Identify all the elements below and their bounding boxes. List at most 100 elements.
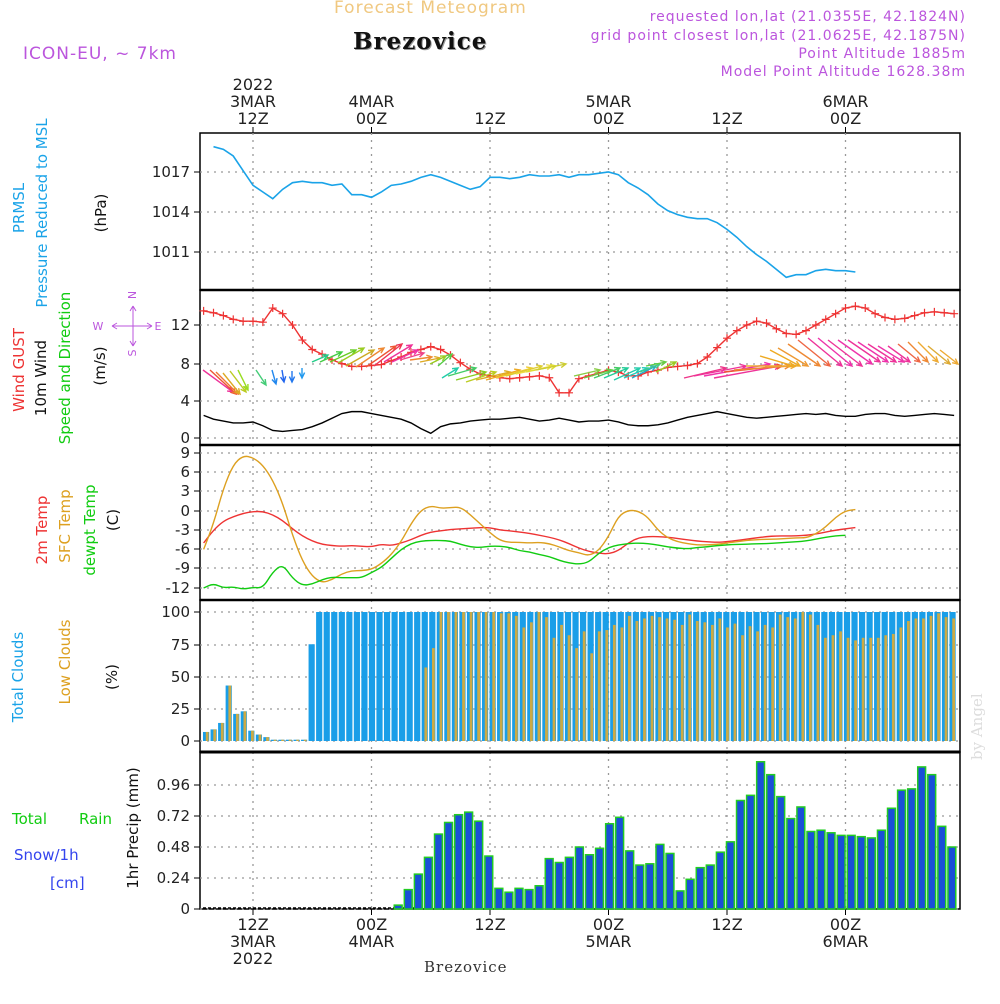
time-label-top: 4MAR (348, 92, 394, 111)
y-tick-label: 12 (171, 316, 190, 334)
gust-marker (268, 304, 277, 313)
precip-bar (474, 820, 484, 910)
gust-marker (742, 321, 751, 329)
time-label-bottom: 2022 (233, 949, 274, 968)
time-label-bottom: 3MAR (230, 932, 276, 951)
precip-bar (735, 799, 746, 910)
cloud-low-bar (846, 637, 850, 741)
cloud-total-bar (353, 612, 360, 741)
cloud-low-bar (605, 630, 609, 741)
gust-marker (525, 372, 534, 381)
precip-bar (463, 811, 474, 910)
time-label-bottom: 5MAR (585, 932, 631, 951)
precip-bar (494, 887, 504, 910)
wind-arrow (645, 359, 668, 367)
cloud-low-bar (439, 612, 443, 741)
time-label-top: 12Z (711, 109, 742, 128)
precip-bar (755, 761, 766, 910)
precip-bar (826, 832, 836, 910)
unit-ms: (m/s) (91, 346, 109, 385)
precip-bar (776, 795, 786, 910)
cloud-low-bar (771, 627, 775, 741)
gust-marker (940, 308, 949, 317)
cloud-low-bar (424, 667, 428, 741)
time-label-top: 5MAR (585, 92, 631, 111)
cloud-low-bar (899, 627, 903, 741)
cloud-low-bar (688, 614, 692, 741)
cloud-low-bar (703, 622, 707, 741)
precip-bar (916, 766, 927, 910)
wind-arrow (373, 343, 404, 367)
wind-arrow (288, 371, 296, 384)
cloud-low-bar (484, 612, 488, 741)
cloud-low-bar (710, 624, 714, 741)
cloud-low-bar (929, 615, 933, 741)
label-speed-direction: Speed and Direction (56, 292, 74, 445)
gust-marker (703, 353, 712, 362)
series-dewpt-temp (203, 534, 846, 590)
gust-marker (515, 373, 524, 382)
precip-bar (554, 861, 564, 910)
gust-marker (772, 324, 781, 333)
y-tick-label: 6 (180, 463, 190, 481)
cloud-total-bar (399, 612, 406, 741)
cloud-total-bar (338, 612, 345, 741)
series-2m-temp (203, 510, 856, 555)
cloud-low-bar (884, 635, 888, 741)
y-tick-label: 9 (180, 444, 190, 462)
time-label-top: 00Z (593, 109, 624, 128)
y-tick-label: 0 (180, 900, 190, 918)
cloud-low-bar (869, 637, 873, 741)
precip-bar (906, 788, 917, 910)
cloud-low-bar (560, 624, 563, 741)
precip-bar (594, 847, 605, 910)
cloud-low-bar (228, 685, 232, 741)
cloud-low-bar (507, 613, 511, 741)
cloud-total-bar (414, 612, 421, 741)
compass-rose (111, 305, 153, 347)
time-label-top: 3MAR (230, 92, 276, 111)
cloud-low-bar (665, 618, 669, 741)
cloud-low-bar (793, 618, 797, 741)
cloud-low-bar (447, 612, 450, 741)
cloud-total-bar (391, 612, 398, 741)
y-tick-label: 1017 (152, 163, 190, 181)
series-sfc-temp (202, 455, 856, 583)
series-10m-wind (203, 410, 955, 435)
gust-marker (505, 374, 514, 383)
gust-marker (377, 360, 386, 369)
gust-marker (762, 319, 771, 328)
cloud-low-bar (801, 612, 805, 741)
y-tick-label: 1011 (152, 243, 190, 261)
y-tick-label: 1014 (152, 203, 190, 221)
wind-arrow (255, 369, 267, 387)
precip-bar (604, 823, 615, 910)
label-sfc-temp: SFC Temp (56, 489, 74, 562)
precip-bar (514, 887, 524, 910)
wind-arrow (515, 363, 554, 375)
cloud-low-bar (251, 730, 254, 741)
precip-bar (584, 854, 595, 910)
cloud-low-bar (205, 731, 209, 741)
gust-marker (831, 309, 840, 318)
wind-arrow (817, 337, 854, 368)
gust-marker (199, 306, 208, 315)
gust-marker (861, 304, 870, 313)
gust-marker (436, 345, 445, 354)
model-altitude: Model Point Altitude 1628.38m (720, 64, 966, 80)
model-label: ICON-EU, ~ 7km (23, 44, 177, 64)
cloud-low-bar (861, 637, 865, 741)
time-label-bottom: 12Z (711, 915, 742, 934)
cloud-low-bar (288, 739, 292, 741)
label-dewpt-temp: dewpt Temp (81, 484, 99, 575)
wind-arrow (437, 352, 454, 367)
gust-marker (219, 311, 228, 320)
precip-bar (856, 835, 866, 910)
precip-bar (403, 888, 413, 910)
compass-w: W (93, 320, 104, 333)
gust-marker (288, 321, 297, 329)
cloud-low-bar (650, 615, 654, 741)
label-snow-unit: [cm] (50, 874, 85, 892)
precip-bar (745, 794, 756, 910)
